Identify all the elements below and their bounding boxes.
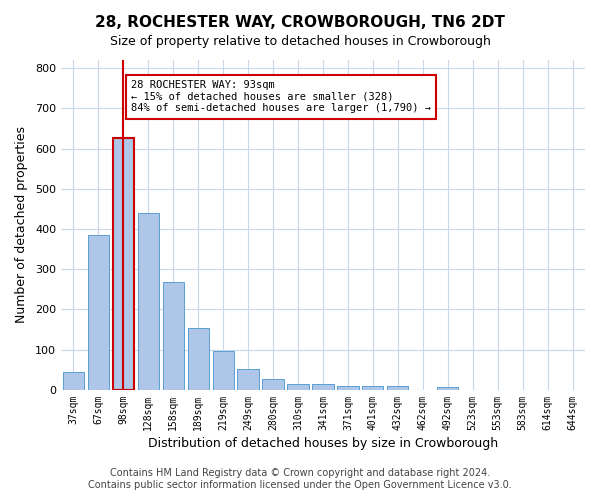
Bar: [313, 384, 334, 390]
Bar: [113, 138, 134, 390]
Bar: [437, 386, 458, 390]
Bar: [188, 328, 209, 390]
Bar: [88, 235, 109, 390]
Bar: [362, 386, 383, 390]
Bar: [238, 369, 259, 390]
Bar: [337, 386, 359, 390]
X-axis label: Distribution of detached houses by size in Crowborough: Distribution of detached houses by size …: [148, 437, 498, 450]
Bar: [163, 282, 184, 390]
Text: Contains HM Land Registry data © Crown copyright and database right 2024.
Contai: Contains HM Land Registry data © Crown c…: [88, 468, 512, 490]
Bar: [137, 213, 159, 390]
Text: 28 ROCHESTER WAY: 93sqm
← 15% of detached houses are smaller (328)
84% of semi-d: 28 ROCHESTER WAY: 93sqm ← 15% of detache…: [131, 80, 431, 114]
Bar: [63, 372, 84, 390]
Bar: [387, 386, 409, 390]
Text: Size of property relative to detached houses in Crowborough: Size of property relative to detached ho…: [110, 35, 490, 48]
Bar: [212, 351, 234, 390]
Y-axis label: Number of detached properties: Number of detached properties: [15, 126, 28, 324]
Bar: [287, 384, 308, 390]
Text: 28, ROCHESTER WAY, CROWBOROUGH, TN6 2DT: 28, ROCHESTER WAY, CROWBOROUGH, TN6 2DT: [95, 15, 505, 30]
Bar: [262, 379, 284, 390]
